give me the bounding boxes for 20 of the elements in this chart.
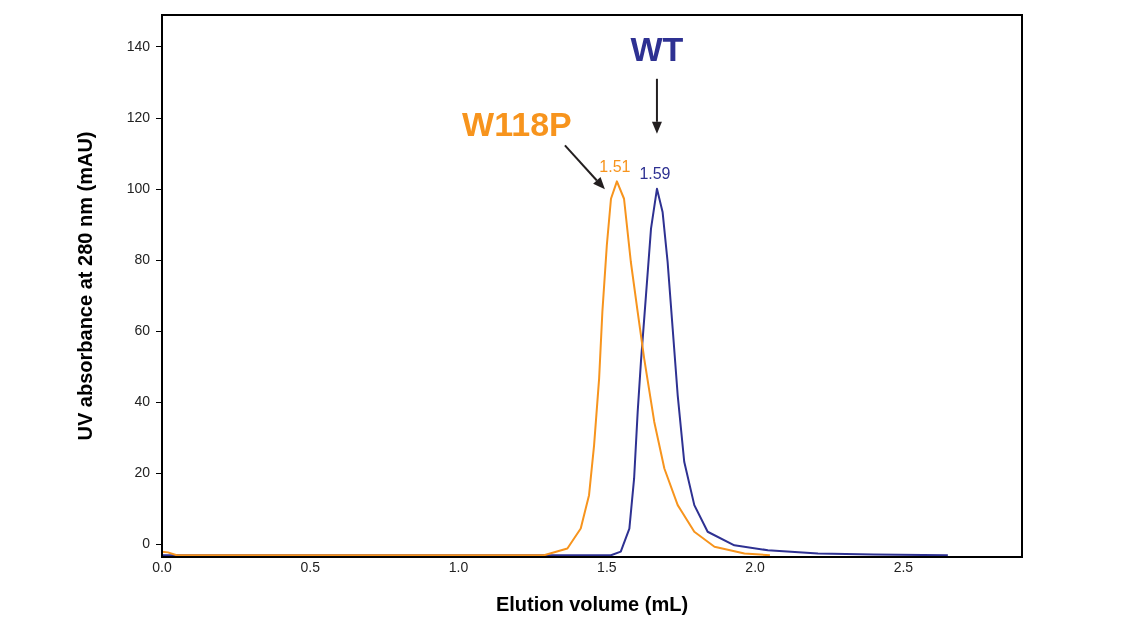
- annotation: 1.59: [639, 165, 671, 183]
- x-tick-label: 2.0: [745, 559, 766, 576]
- y-tick-label: 140: [126, 37, 151, 54]
- text: WT: [630, 30, 684, 69]
- x-tick-label: 1.0: [448, 559, 469, 576]
- y-tick-label: 120: [126, 108, 151, 125]
- x-tick-label: 2.5: [893, 559, 914, 576]
- y-tick-label: 0: [142, 535, 151, 552]
- x-tick-label: 0.0: [152, 559, 172, 576]
- y-tick-label: 60: [134, 322, 151, 339]
- y-tick-label: 80: [134, 251, 151, 268]
- annotation: 1.51: [599, 157, 631, 175]
- y-axis-title: UV absorbance at 280 nm (mAU): [73, 131, 96, 441]
- x-tick-label: 1.5: [597, 559, 617, 576]
- x-tick-label: 0.5: [300, 559, 321, 576]
- y-tick-label: 20: [134, 464, 151, 481]
- y-tick-label: 40: [134, 393, 151, 410]
- series-label: W118P: [462, 104, 572, 143]
- x-axis-title: Elution volume (mL): [495, 592, 689, 615]
- y-tick-label: 100: [126, 180, 151, 197]
